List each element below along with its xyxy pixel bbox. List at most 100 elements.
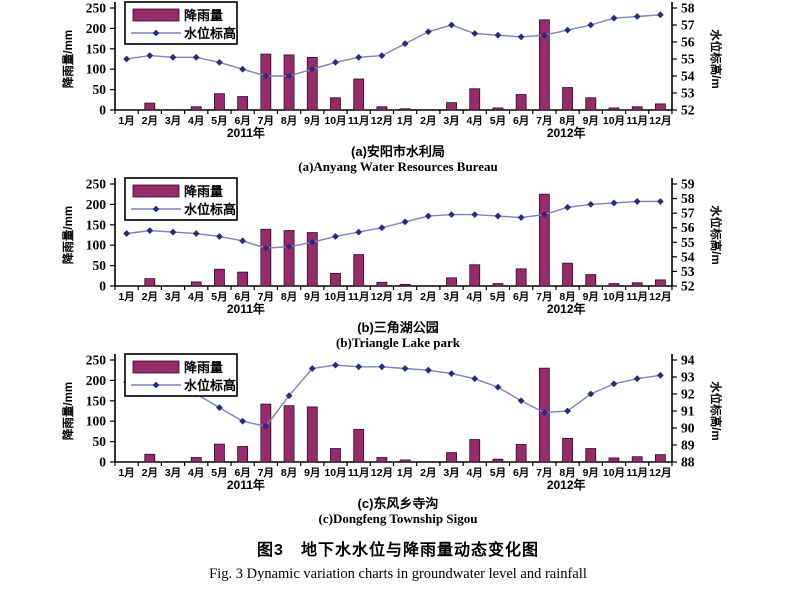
- diamond-marker: [123, 55, 131, 63]
- diamond-marker: [378, 224, 386, 232]
- svg-text:7月: 7月: [536, 467, 552, 479]
- chart-c-title-zh: (c)东风乡寺沟: [357, 496, 439, 511]
- svg-text:2月: 2月: [420, 291, 436, 303]
- svg-text:7月: 7月: [258, 467, 274, 479]
- svg-text:9月: 9月: [583, 115, 599, 127]
- svg-text:8月: 8月: [559, 467, 575, 479]
- diamond-marker: [564, 203, 571, 211]
- svg-text:59: 59: [681, 177, 695, 192]
- rain-bar: [214, 443, 225, 463]
- svg-text:7月: 7月: [536, 291, 552, 303]
- rain-bar: [190, 457, 202, 463]
- legend-rain-label: 降雨量: [184, 360, 223, 375]
- svg-text:3月: 3月: [443, 467, 459, 479]
- svg-text:1月: 1月: [118, 291, 134, 303]
- tick-marks: [110, 183, 677, 290]
- rain-bar: [585, 274, 597, 287]
- svg-text:1月: 1月: [397, 467, 413, 479]
- svg-text:5月: 5月: [211, 467, 227, 479]
- svg-text:10月: 10月: [603, 115, 625, 127]
- svg-text:5月: 5月: [490, 291, 506, 303]
- rain-bar: [654, 279, 666, 287]
- legend-rain-label: 降雨量: [184, 8, 223, 23]
- rain-bar: [399, 283, 411, 287]
- svg-text:50: 50: [93, 258, 107, 273]
- svg-text:100: 100: [86, 414, 107, 429]
- diamond-marker: [656, 11, 664, 19]
- diamond-marker: [448, 21, 455, 29]
- svg-text:250: 250: [86, 177, 107, 192]
- svg-text:2012年: 2012年: [547, 477, 586, 492]
- rain-bar: [376, 106, 388, 111]
- svg-text:12月: 12月: [649, 467, 671, 479]
- svg-text:10月: 10月: [603, 291, 625, 303]
- svg-text:12月: 12月: [371, 467, 393, 479]
- chart-a-canvas: 0 50 100 150 200 250 52 53 54 55 56 57 58 1月 2月 3月 4月 5月 6…: [61, 1, 723, 141]
- rain-bar: [353, 254, 365, 287]
- water-level-line: [126, 364, 661, 428]
- svg-text:150: 150: [86, 217, 107, 232]
- svg-text:50: 50: [93, 434, 107, 449]
- svg-text:2月: 2月: [420, 115, 436, 127]
- svg-text:11月: 11月: [348, 467, 370, 479]
- diamond-marker: [216, 233, 223, 240]
- svg-text:5月: 5月: [490, 467, 506, 479]
- svg-text:9月: 9月: [583, 467, 599, 479]
- diamond-marker: [239, 417, 247, 425]
- rain-bar: [376, 457, 388, 463]
- diamond-marker: [448, 370, 455, 377]
- diamond-marker: [262, 72, 270, 80]
- rain-bar: [654, 454, 666, 463]
- svg-text:6月: 6月: [513, 467, 529, 479]
- diamond-marker: [540, 31, 548, 39]
- legend-bar-swatch: [132, 184, 180, 198]
- figure-caption-en: Fig. 3 Dynamic variation charts in groun…: [209, 566, 587, 582]
- diamond-marker: [216, 404, 223, 411]
- rain-bar: [446, 102, 457, 111]
- rain-bar: [538, 193, 550, 287]
- rain-bar: [237, 271, 249, 287]
- y-axis-label-left: 降雨量/mm: [61, 206, 75, 264]
- svg-text:2012年: 2012年: [547, 125, 586, 140]
- diamond-marker: [540, 409, 548, 417]
- diamond-marker: [192, 53, 200, 61]
- rain-bar: [260, 53, 272, 111]
- diamond-marker: [262, 422, 270, 430]
- svg-text:3月: 3月: [165, 467, 181, 479]
- diamond-marker: [494, 31, 502, 39]
- svg-text:50: 50: [93, 82, 107, 97]
- diamond-marker: [448, 211, 455, 218]
- rain-bar: [562, 262, 573, 287]
- svg-text:9月: 9月: [304, 467, 320, 479]
- svg-text:0: 0: [99, 103, 106, 118]
- chart-c-title-en: (c)Dongfeng Township Sigou: [318, 511, 478, 526]
- svg-text:52: 52: [681, 279, 695, 294]
- legend-bar-swatch: [132, 360, 180, 374]
- svg-text:10月: 10月: [324, 115, 346, 127]
- diamond-marker: [308, 65, 316, 73]
- svg-text:1月: 1月: [397, 115, 413, 127]
- legend-level-label: 水位标高: [184, 202, 236, 217]
- svg-text:8月: 8月: [559, 291, 575, 303]
- y-axis-label-right: 水位标高/m: [709, 381, 723, 440]
- diamond-marker: [494, 383, 502, 391]
- svg-text:4月: 4月: [467, 467, 483, 479]
- diamond-marker: [285, 243, 293, 251]
- rain-bar: [214, 93, 225, 111]
- svg-text:55: 55: [681, 235, 695, 250]
- rain-bar: [237, 446, 249, 463]
- svg-text:6月: 6月: [234, 467, 250, 479]
- svg-text:3月: 3月: [165, 291, 181, 303]
- diamond-marker: [424, 28, 432, 36]
- diamond-marker: [378, 52, 386, 59]
- rain-bar: [144, 102, 156, 111]
- svg-text:3月: 3月: [443, 115, 459, 127]
- diamond-marker: [146, 227, 154, 235]
- rain-bar: [515, 94, 527, 111]
- svg-text:56: 56: [681, 220, 695, 235]
- diamond-marker: [633, 198, 641, 205]
